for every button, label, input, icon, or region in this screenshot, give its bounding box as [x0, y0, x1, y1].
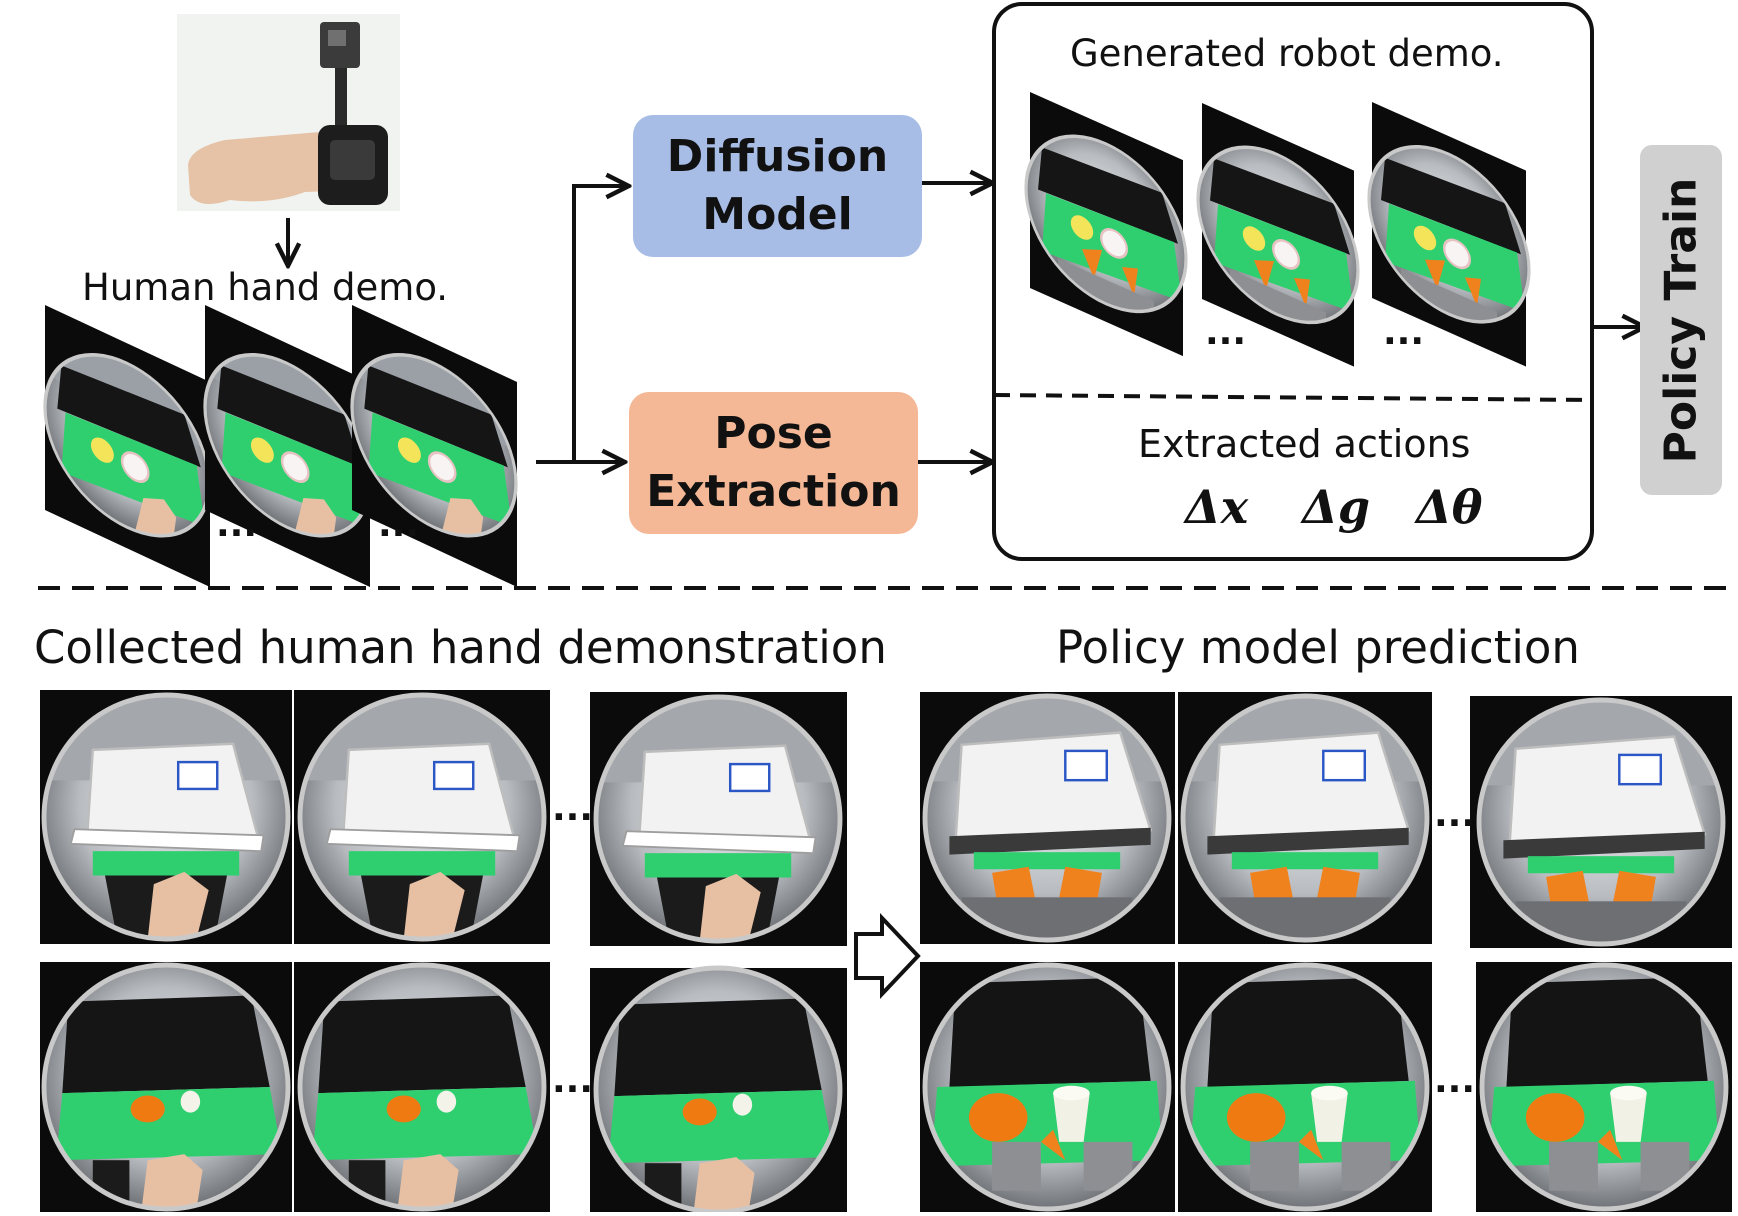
connector-arrows	[536, 183, 1642, 462]
human-demo-frame	[352, 305, 517, 587]
ellipsis: ...	[1205, 312, 1247, 353]
policy-prediction-photo	[1178, 962, 1432, 1212]
pose-extraction-box: Pose Extraction	[629, 392, 918, 534]
delta-x-symbol: Δx	[1185, 480, 1249, 534]
wrist-camera-photo	[177, 14, 400, 211]
policy-prediction-photo	[920, 962, 1175, 1212]
delta-theta-symbol: Δθ	[1416, 480, 1483, 534]
extracted-actions-label: Extracted actions	[1138, 422, 1471, 466]
ellipsis: ...	[216, 504, 258, 545]
human-demo-frames	[45, 305, 517, 587]
panel-divider	[993, 393, 1593, 402]
robot-demo-frame	[1369, 102, 1529, 367]
pose-extraction-label-line2: Extraction	[646, 466, 901, 517]
policy-prediction-grid	[920, 692, 1732, 1212]
human-demo-grid	[40, 690, 847, 1212]
generated-robot-demo-label: Generated robot demo.	[1070, 32, 1504, 75]
diffusion-model-box: Diffusion Model	[633, 115, 922, 257]
human-demo-photo	[40, 690, 292, 944]
ellipsis: ...	[1383, 312, 1425, 353]
ellipsis: ...	[552, 1060, 594, 1101]
policy-train-label: Policy Train	[1655, 177, 1707, 463]
robot-demo-frames	[1026, 92, 1529, 367]
ellipsis: ...	[1434, 794, 1476, 835]
human-hand-demo-label: Human hand demo.	[82, 266, 449, 309]
human-demo-photo	[590, 692, 847, 946]
hollow-arrow-icon	[854, 912, 921, 1000]
ellipsis: ...	[378, 504, 420, 545]
human-demo-photo	[294, 962, 550, 1212]
ellipsis: ...	[1434, 1060, 1476, 1101]
policy-prediction-photo	[920, 692, 1175, 952]
human-demo-photo	[590, 968, 847, 1212]
delta-g-symbol: Δg	[1302, 480, 1371, 534]
policy-train-box: Policy Train	[1640, 145, 1722, 495]
robot-demo-frame	[1198, 103, 1358, 367]
robot-demo-frame	[1026, 92, 1186, 357]
human-demo-frame	[205, 305, 370, 587]
arrow-icon	[536, 186, 626, 464]
human-demo-frame	[45, 305, 210, 587]
policy-prediction-photo	[1470, 696, 1732, 956]
policy-prediction-photo	[1476, 962, 1732, 1212]
policy-prediction-photo	[1178, 692, 1432, 952]
diffusion-model-label-line1: Diffusion	[666, 131, 889, 182]
diffusion-model-label-line2: Model	[702, 189, 853, 240]
policy-prediction-label: Policy model prediction	[1056, 621, 1580, 674]
human-demo-photo	[294, 690, 550, 944]
collected-human-demo-label: Collected human hand demonstration	[34, 621, 887, 674]
action-symbols: Δx Δg Δθ	[1185, 480, 1482, 534]
ellipsis: ...	[552, 788, 594, 829]
human-demo-photo	[40, 962, 292, 1212]
pose-extraction-label-line1: Pose	[714, 408, 833, 459]
